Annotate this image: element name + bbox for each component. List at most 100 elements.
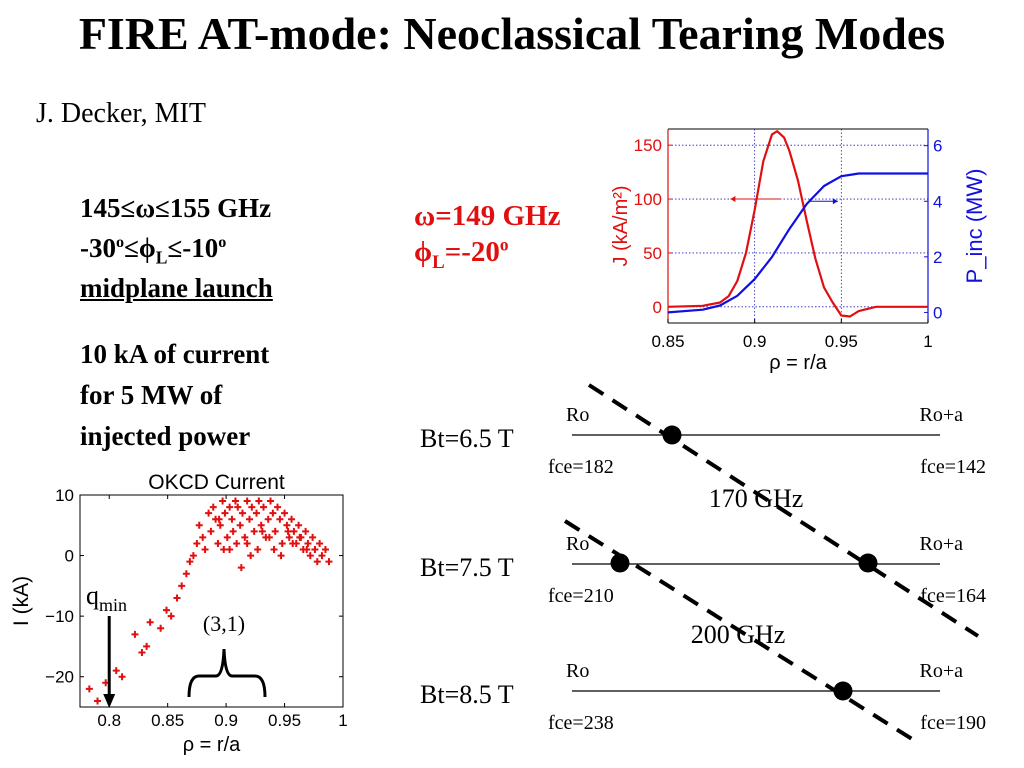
x-tick-label: 0.9 xyxy=(214,711,238,730)
data-point xyxy=(276,515,284,523)
fce-left-label: fce=210 xyxy=(548,585,614,607)
freq-label-170: 170 GHz xyxy=(709,484,804,513)
angle-part: -30 xyxy=(80,233,116,263)
data-point xyxy=(182,570,190,578)
x-tick-label: 0.8 xyxy=(97,711,121,730)
data-point xyxy=(260,503,268,511)
y-tick-label: −10 xyxy=(45,607,74,626)
qmin-arrow-head xyxy=(103,694,116,708)
angle-part: ≤-10 xyxy=(167,233,219,263)
data-point xyxy=(243,497,251,505)
angle-sup: o xyxy=(116,233,125,251)
x-axis-label: ρ = r/a xyxy=(183,734,241,756)
data-point xyxy=(162,606,170,614)
resonance-line-170 xyxy=(587,383,980,638)
data-point xyxy=(269,509,277,517)
data-point xyxy=(186,558,194,566)
phi-number: =-20 xyxy=(444,236,500,269)
ro-label: Ro xyxy=(566,404,589,426)
chart-title: OKCD Current xyxy=(148,471,285,494)
angle-part: ≤ϕ xyxy=(124,233,156,263)
data-point xyxy=(201,546,209,554)
qmin-label: qmin xyxy=(86,581,127,615)
data-point xyxy=(112,667,120,675)
ro-a-label: Ro+a xyxy=(920,404,964,426)
data-point xyxy=(289,539,297,547)
data-point xyxy=(306,552,314,560)
data-point xyxy=(267,497,275,505)
data-point xyxy=(228,515,236,523)
data-point xyxy=(118,673,126,681)
data-point xyxy=(85,685,93,693)
freq-label-200: 200 GHz xyxy=(691,620,786,649)
frequency-range-text: 145≤ω≤155 GHz xyxy=(80,193,272,223)
data-point xyxy=(313,558,321,566)
resonance-point xyxy=(858,553,878,573)
resonance-point xyxy=(833,681,853,701)
y-tick-label: −20 xyxy=(45,668,74,687)
data-point xyxy=(207,527,215,535)
author: J. Decker, MIT xyxy=(36,98,206,129)
data-point xyxy=(318,552,326,560)
y-axis-label: I (kA) xyxy=(10,576,33,626)
data-point xyxy=(189,552,197,560)
ro-label: Ro xyxy=(566,533,589,555)
y-tick-label-right: 4 xyxy=(933,192,942,211)
data-point xyxy=(131,630,139,638)
y-tick-label-left: 100 xyxy=(634,190,662,209)
current-line: for 5 MW of xyxy=(80,380,223,410)
data-point xyxy=(243,539,251,547)
angle-sub: L xyxy=(155,247,168,268)
x-tick-label: 0.9 xyxy=(743,332,767,351)
data-point xyxy=(178,582,186,590)
data-point xyxy=(316,539,324,547)
y-tick-label-left: 50 xyxy=(643,244,662,263)
data-point xyxy=(216,521,224,529)
data-point xyxy=(288,515,296,523)
phi-sup: o xyxy=(499,234,509,255)
fce-left-label: fce=238 xyxy=(548,712,614,734)
y-tick-label-right: 6 xyxy=(933,137,942,156)
data-point xyxy=(223,533,231,541)
data-point xyxy=(157,624,165,632)
data-point xyxy=(215,515,223,523)
data-point xyxy=(231,497,239,505)
data-point xyxy=(247,552,255,560)
data-point xyxy=(303,546,311,554)
data-point xyxy=(234,503,242,511)
data-point xyxy=(233,539,241,547)
resonance-diagram: Bt=6.5 T Ro Ro+a fce=182 fce=142 Bt=7.5 T Ro Ro… xyxy=(420,383,986,746)
data-point xyxy=(257,521,265,529)
data-point xyxy=(205,509,213,517)
data-point xyxy=(311,546,319,554)
data-point xyxy=(226,503,234,511)
ro-a-label: Ro+a xyxy=(920,660,964,682)
bt-label: Bt=7.5 T xyxy=(420,553,514,582)
data-point xyxy=(146,618,154,626)
data-point xyxy=(295,521,303,529)
mode-brace xyxy=(187,648,267,698)
data-point xyxy=(238,509,246,517)
data-point xyxy=(290,527,298,535)
data-point xyxy=(302,527,310,535)
data-point xyxy=(195,521,203,529)
red-parameters: ω=149 GHz ϕL=-20o xyxy=(414,198,560,275)
y-axis-label-right: P_inc (MW) xyxy=(962,169,987,284)
data-point xyxy=(248,503,256,511)
omega-value: ω=149 GHz xyxy=(414,200,561,232)
data-point xyxy=(94,697,102,705)
bt-label: Bt=8.5 T xyxy=(420,680,514,709)
arrow-p-head xyxy=(832,198,838,205)
current-summary: 10 kA of current for 5 MW of injected po… xyxy=(80,334,269,457)
fce-right-label: fce=142 xyxy=(920,456,986,478)
data-point xyxy=(173,594,181,602)
data-point xyxy=(221,509,229,517)
data-point xyxy=(309,533,317,541)
ro-a-label: Ro+a xyxy=(920,533,964,555)
data-point xyxy=(237,564,245,572)
data-point xyxy=(226,546,234,554)
x-tick-label: 0.95 xyxy=(268,711,301,730)
data-point xyxy=(250,527,258,535)
series-line-j xyxy=(667,130,928,318)
mode-label: (3,1) xyxy=(203,611,245,636)
